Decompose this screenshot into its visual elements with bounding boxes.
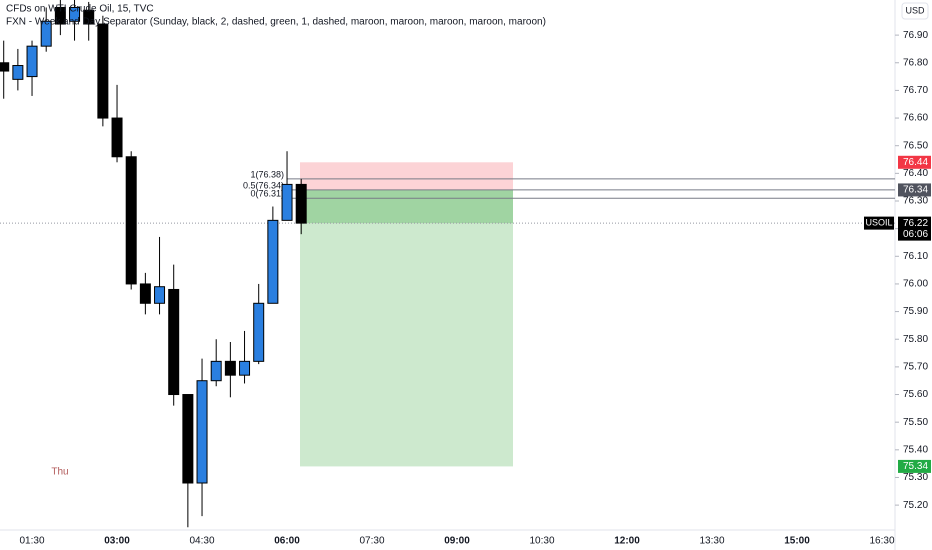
- last-price-label: 76.22: [903, 218, 928, 229]
- fib-label: 0(76.31): [250, 189, 284, 199]
- y-tick-label: 75.90: [903, 306, 928, 317]
- y-tick-label: 76.10: [903, 251, 928, 262]
- y-tick-label: 76.60: [903, 113, 928, 124]
- x-tick-label: 12:00: [614, 536, 640, 547]
- candle-body: [267, 219, 279, 304]
- entry-tag-label: 76.34: [903, 185, 928, 196]
- x-tick-label: 15:00: [784, 536, 810, 547]
- x-tick-label: 16:30: [869, 536, 894, 547]
- candle-body: [12, 65, 24, 80]
- candle-body: [253, 302, 265, 362]
- candle-body: [54, 6, 66, 25]
- y-tick-label: 76.50: [903, 140, 928, 151]
- x-tick-label: 04:30: [189, 536, 214, 547]
- currency-label[interactable]: USD: [905, 5, 925, 15]
- x-tick-label: 07:30: [359, 536, 384, 547]
- candle-body: [97, 23, 109, 119]
- candle-body: [26, 45, 38, 78]
- x-tick-label: 13:30: [699, 536, 724, 547]
- candle-body: [40, 20, 52, 47]
- y-tick-label: 75.50: [903, 417, 928, 428]
- candle-body: [69, 6, 81, 22]
- open-pnl-zone: [300, 189, 513, 224]
- candle-body: [239, 360, 251, 376]
- x-tick-label: 03:00: [104, 536, 130, 547]
- y-tick-label: 75.20: [903, 500, 928, 511]
- fib-label: 1(76.38): [250, 169, 284, 179]
- stop-tag-label: 76.44: [903, 157, 928, 168]
- stop-tag: [898, 155, 931, 169]
- y-tick-label: 76.70: [903, 85, 928, 96]
- candle-body: [224, 360, 236, 376]
- x-tick-label: 10:30: [529, 536, 554, 547]
- x-tick-label: 06:00: [274, 536, 300, 547]
- candle-body: [125, 156, 137, 285]
- y-tick-label: 76.00: [903, 279, 928, 290]
- y-tick-label: 76.80: [903, 57, 928, 68]
- y-tick-label: 75.80: [903, 334, 928, 345]
- last-price-tag: [898, 216, 931, 241]
- candle-body: [139, 283, 151, 304]
- fib-label: 0.5(76.34): [243, 180, 284, 190]
- candle-body: [210, 360, 222, 382]
- y-tick-label: 76.30: [903, 196, 928, 207]
- symbol-label: USOIL: [865, 217, 892, 227]
- axes: 76.9076.8076.7076.6076.5076.4076.3076.20…: [19, 30, 931, 547]
- countdown-label: 06:06: [903, 229, 928, 240]
- y-tick-label: 76.40: [903, 168, 928, 179]
- candle-body: [168, 288, 180, 396]
- currency-button[interactable]: [901, 2, 929, 20]
- stop-zone: [300, 162, 513, 190]
- x-tick-label: 09:00: [444, 536, 470, 547]
- candle-body: [281, 183, 293, 221]
- target-tag: [898, 459, 931, 473]
- day-label: Thu: [51, 467, 68, 478]
- target-tag-label: 75.34: [903, 461, 928, 472]
- x-tick-label: 01:30: [19, 536, 44, 547]
- plot: 1(76.38)0.5(76.34)0(76.31): [0, 0, 895, 528]
- candle-body: [111, 117, 123, 158]
- y-tick-label: 76.90: [903, 30, 928, 41]
- y-tick-label: 75.60: [903, 389, 928, 400]
- y-tick-label: 75.30: [903, 472, 928, 483]
- candle-body: [83, 9, 95, 25]
- entry-tag: [898, 183, 931, 197]
- y-tick-label: 75.70: [903, 362, 928, 373]
- candle-body: [0, 62, 10, 72]
- indicator-label: FXN - Week and Day Separator (Sunday, bl…: [6, 17, 546, 28]
- y-tick-label: 75.40: [903, 444, 928, 455]
- candle-body: [154, 286, 166, 304]
- chart-title: CFDs on WTI Crude Oil, 15, TVC: [6, 4, 154, 15]
- candle-body: [182, 394, 194, 484]
- candle-body: [196, 380, 208, 484]
- target-zone: [300, 189, 513, 467]
- symbol-tag: [864, 216, 894, 230]
- candle-body: [295, 183, 307, 224]
